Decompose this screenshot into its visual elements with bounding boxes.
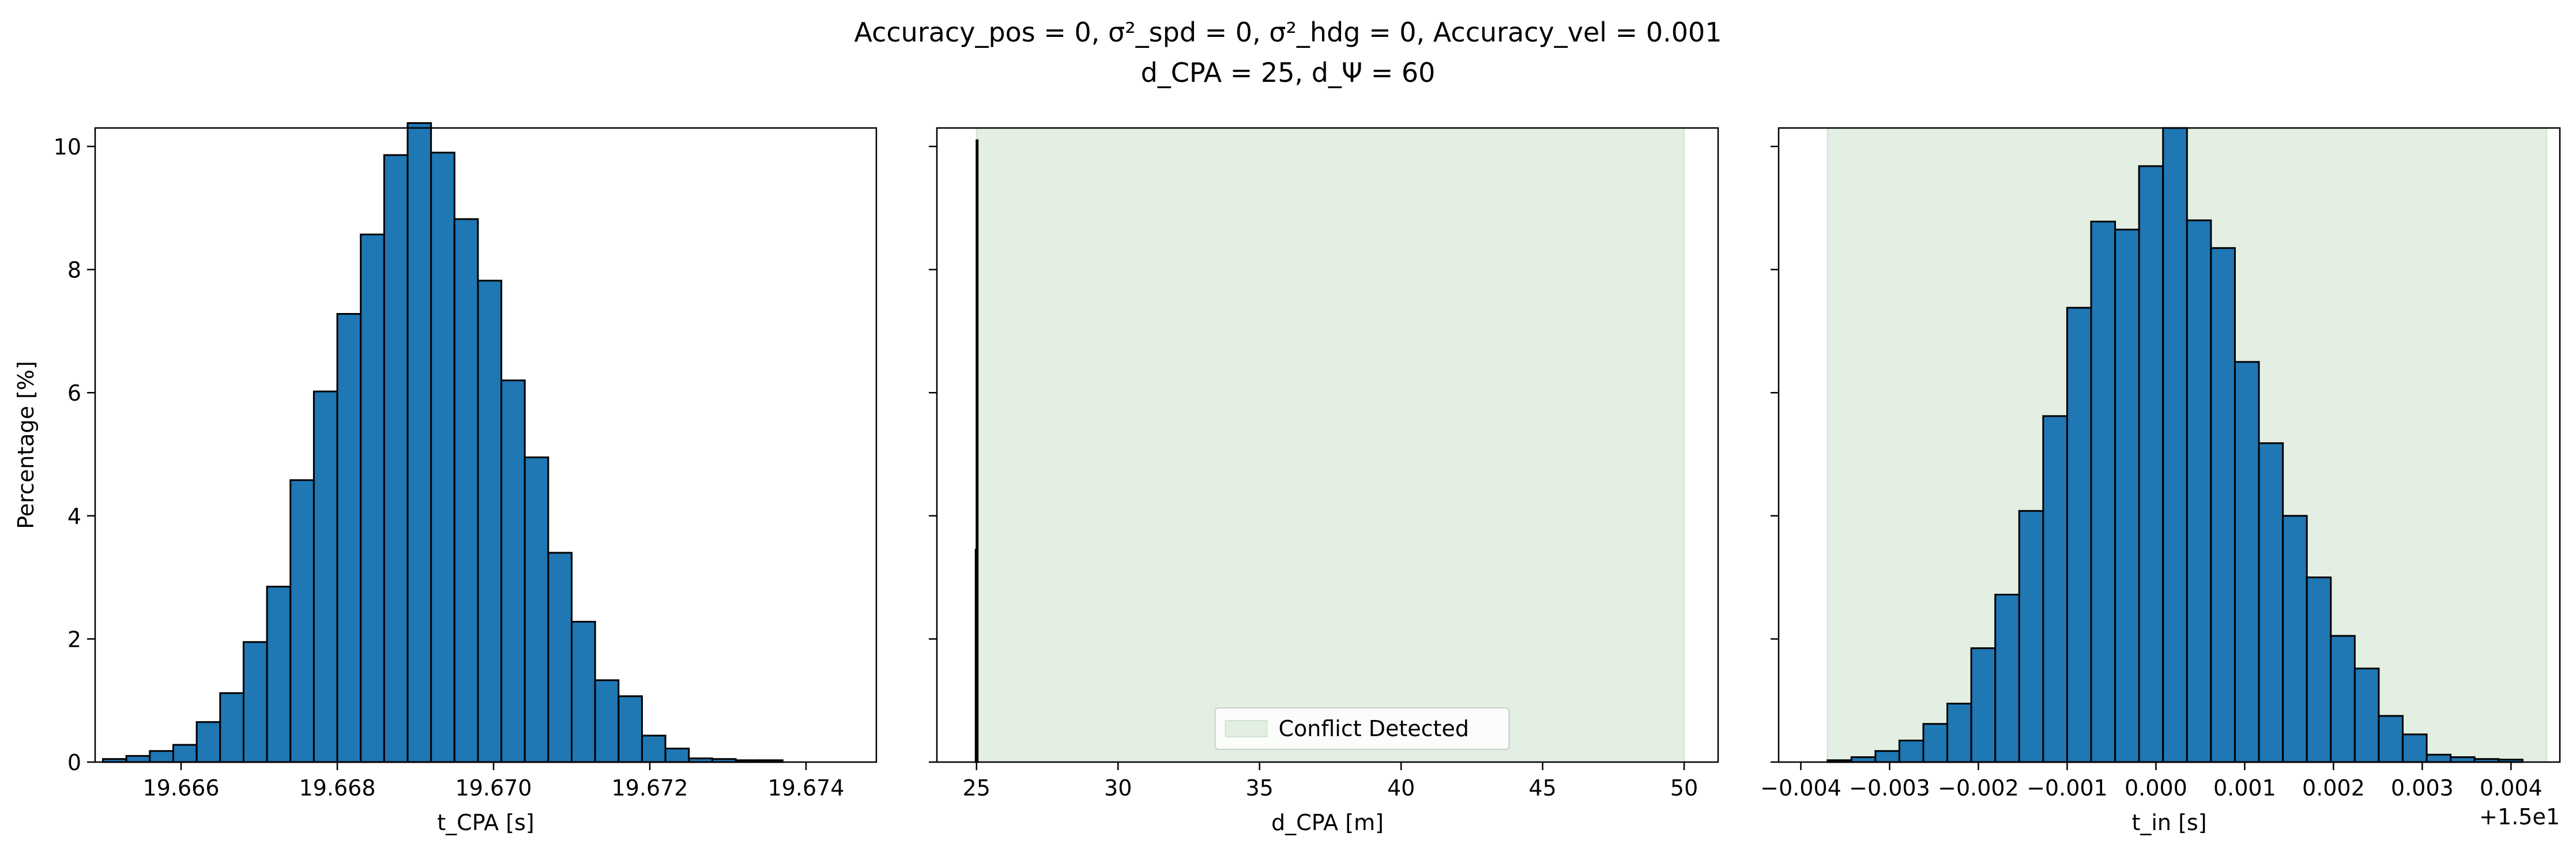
y-tick-label: 0 — [67, 750, 81, 775]
histogram-bar — [2066, 307, 2092, 763]
histogram-bar — [1898, 740, 1925, 763]
x-tick-label: 19.668 — [299, 775, 376, 801]
histogram-bar — [219, 692, 244, 763]
axes-frame — [1777, 127, 2561, 763]
histogram-bar — [2138, 165, 2164, 763]
histogram-bar — [195, 721, 221, 763]
x-tick-label: 0.003 — [2391, 775, 2454, 801]
histogram-bar — [2282, 515, 2308, 763]
x-tick-label: 50 — [1670, 775, 1698, 801]
histogram-bar — [2401, 733, 2428, 763]
histogram-bar — [172, 744, 198, 763]
histogram-bar — [2210, 247, 2236, 763]
panel-middle: 25 30 35 40 45 50 d_CPA [m] Conflict Detected — [929, 127, 1719, 835]
histogram-bar — [383, 154, 409, 763]
histogram-bar — [1970, 647, 1997, 763]
x-tick-label: 0.004 — [2480, 775, 2543, 801]
histogram-bar — [1946, 703, 1972, 763]
histogram-bar — [2018, 510, 2044, 763]
x-tick-label: 35 — [1245, 775, 1273, 801]
histogram-bar — [2353, 668, 2380, 763]
histogram-bar — [149, 750, 175, 763]
panels: 19.666 19.668 19.670 19.672 19.674 0 2 4 6 8 10 t_C… — [13, 122, 2561, 835]
histogram-bar — [406, 122, 432, 763]
x-tick-label: 19.672 — [612, 775, 688, 801]
y-tick-label: 4 — [67, 504, 81, 529]
x-tick-label: −0.002 — [1938, 775, 2019, 801]
histogram-bar — [266, 586, 292, 763]
histogram-bar — [524, 456, 549, 763]
y-tick-label: 2 — [67, 627, 81, 652]
legend: Conflict Detected — [1214, 707, 1510, 750]
histogram-bar — [1850, 756, 1877, 763]
histogram-bar — [2042, 415, 2068, 763]
figure-title-line-1: Accuracy_pos = 0, σ²_spd = 0, σ²_hdg = 0… — [854, 17, 1722, 48]
x-tick-label: 19.674 — [768, 775, 845, 801]
x-offset-label: +1.5e1 — [2479, 804, 2560, 830]
panel-left: 19.666 19.668 19.670 19.672 19.674 0 2 4 6 8 10 t_C… — [13, 122, 878, 835]
histogram-bar — [430, 152, 455, 763]
histogram-bar — [125, 755, 151, 763]
histogram-bar — [289, 479, 315, 763]
x-tick-label: 45 — [1528, 775, 1556, 801]
histogram-bar — [500, 379, 526, 763]
histogram-bar — [360, 233, 385, 763]
x-tick-label: 19.670 — [455, 775, 532, 801]
histogram-bar — [1922, 723, 1949, 763]
x-tick-label: 0.001 — [2213, 775, 2276, 801]
histogram-bar — [664, 748, 690, 763]
x-tick-label: −0.003 — [1849, 775, 1930, 801]
histogram-bar — [2162, 127, 2188, 763]
histogram-bar — [976, 139, 979, 763]
x-tick-label: 0.002 — [2302, 775, 2365, 801]
histogram-bar — [2306, 576, 2332, 763]
x-axis-label: t_CPA [s] — [437, 810, 534, 835]
conflict-region — [976, 127, 1685, 763]
x-tick-label: −0.004 — [1760, 775, 1841, 801]
histogram-bar — [2450, 756, 2476, 763]
histogram-bar — [1874, 750, 1900, 763]
legend-label: Conflict Detected — [1279, 716, 1469, 741]
x-axis-label: t_in [s] — [2131, 810, 2206, 835]
y-axis-label: Percentage [%] — [13, 361, 39, 529]
x-axis-label: d_CPA [m] — [1271, 810, 1384, 835]
histogram-bar — [594, 679, 620, 763]
y-tick-label: 6 — [67, 380, 81, 406]
x-tick-label: 0.000 — [2125, 775, 2187, 801]
x-tick-label: 40 — [1387, 775, 1415, 801]
histogram-bar — [242, 641, 268, 763]
histogram-bar — [2234, 361, 2260, 763]
y-tick-label: 8 — [67, 258, 81, 283]
histogram-bar — [2330, 635, 2356, 763]
histogram-bar — [547, 552, 573, 763]
histogram-bar — [2114, 228, 2140, 763]
x-tick-label: 25 — [963, 775, 991, 801]
axes-frame — [936, 127, 1719, 763]
histogram-bar — [477, 280, 503, 763]
histogram-bar — [641, 734, 666, 763]
legend-swatch — [1225, 720, 1268, 737]
histogram-bar — [336, 313, 362, 763]
histogram-bar — [2378, 715, 2404, 763]
histogram-bar — [312, 390, 338, 763]
x-tick-label: −0.001 — [2027, 775, 2108, 801]
histogram-bar — [1994, 594, 2020, 763]
histogram-bar — [2258, 442, 2284, 763]
histogram-bar — [2090, 220, 2116, 763]
histogram-bar — [2186, 219, 2212, 763]
histogram-bar — [571, 621, 596, 763]
axes-frame — [94, 127, 878, 763]
y-tick-label: 10 — [54, 134, 81, 160]
histogram-bar — [453, 218, 479, 763]
figure-title-line-2: d_CPA = 25, d_Ψ = 60 — [1141, 57, 1436, 88]
histogram-bar — [617, 695, 643, 763]
legend-box — [1214, 707, 1510, 750]
x-tick-label: 19.666 — [143, 775, 220, 801]
histogram-bar — [2426, 753, 2452, 763]
panel-right: −0.004 −0.003 −0.002 −0.001 0.000 0.001 0.002 0… — [1760, 127, 2561, 835]
x-tick-label: 30 — [1104, 775, 1132, 801]
